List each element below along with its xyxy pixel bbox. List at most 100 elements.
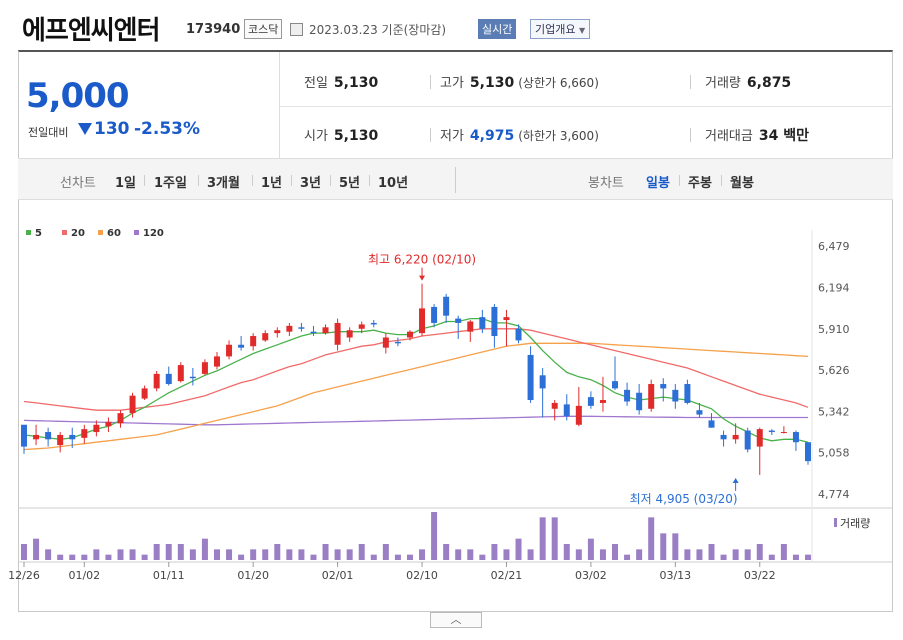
candle-body — [708, 420, 715, 428]
candle-body — [322, 327, 329, 334]
ma20-line — [23, 328, 809, 411]
volume-bar — [201, 538, 208, 560]
x-tick-label: 01/11 — [153, 569, 185, 582]
x-tick-label: 02/10 — [406, 569, 438, 582]
legend-swatch — [26, 230, 31, 235]
candle-body — [527, 354, 534, 401]
period-tab-1d[interactable]: 1일 — [115, 176, 137, 191]
candle-body — [358, 324, 365, 329]
volume-bar — [69, 554, 76, 560]
volume-bar — [141, 554, 148, 560]
chart-panel — [18, 50, 893, 612]
candle-tab-monthly[interactable]: 월봉 — [730, 176, 754, 191]
candle-body — [250, 336, 257, 347]
ma120-line — [23, 415, 808, 426]
divider — [430, 75, 431, 89]
legend-label: 120 — [143, 228, 164, 239]
volume-bar — [334, 549, 341, 560]
volume-bar — [117, 549, 124, 560]
candle-body — [805, 442, 811, 462]
period-tab-5y[interactable]: 5년 — [339, 176, 361, 191]
corp-info-dropdown[interactable]: 기업개요 ▼ — [530, 19, 591, 39]
amount-value: 34 백만 — [758, 128, 809, 144]
candle-body — [93, 424, 100, 433]
volume-bar — [780, 544, 787, 560]
candle-body — [780, 432, 787, 434]
candle-body — [81, 429, 88, 438]
low-label: 저가 — [440, 129, 464, 144]
volume-bar — [358, 544, 365, 560]
volume-bar — [575, 549, 582, 560]
candle-tab-weekly[interactable]: 주봉 — [688, 176, 712, 191]
volume-bar — [298, 549, 305, 560]
period-tab-1w[interactable]: 1주일 — [154, 176, 187, 191]
volume-bar — [515, 538, 522, 560]
candle-body — [45, 432, 52, 440]
volume-bar — [177, 544, 184, 560]
volume-bar — [394, 554, 401, 560]
open-label: 시가 — [304, 129, 328, 144]
candle-body — [382, 337, 389, 348]
y-tick-label: 6,479 — [818, 240, 850, 253]
volume-bar — [563, 544, 570, 560]
period-tab-1y[interactable]: 1년 — [261, 176, 283, 191]
diff-label: 전일대비 — [28, 126, 69, 139]
candle-body — [69, 434, 76, 440]
realtime-button[interactable]: 실시간 — [478, 19, 517, 39]
volume-bar — [467, 549, 474, 560]
volume-bar — [708, 544, 715, 560]
volume-bar — [805, 554, 811, 560]
candle-body — [105, 421, 112, 427]
candle-body — [455, 318, 462, 323]
volume-bar — [527, 549, 534, 560]
volume-bar — [744, 549, 751, 560]
period-tab-3m[interactable]: 3개월 — [207, 176, 240, 191]
tab-separator — [291, 175, 292, 186]
candle-body — [298, 327, 305, 329]
tab-separator — [252, 175, 253, 186]
collapse-toggle-button[interactable]: ︿ — [430, 612, 482, 628]
period-tab-10y[interactable]: 10년 — [378, 176, 409, 191]
candle-body — [57, 434, 64, 446]
candle-body — [624, 389, 631, 402]
title-row: 에프엔씨엔터 173940 코스닥 2023.03.23 기준(장마감) 실시간… — [0, 0, 903, 52]
tab-separator — [330, 175, 331, 186]
candle-tab-daily[interactable]: 일봉 — [646, 176, 670, 191]
candle-body — [551, 402, 558, 409]
candle-body — [696, 410, 703, 415]
volume-bar — [624, 554, 631, 560]
volume-bar — [491, 544, 498, 560]
divider — [690, 128, 691, 142]
line-chart-label[interactable]: 선차트 — [60, 176, 96, 191]
calendar-icon — [290, 23, 303, 36]
volume-bar — [479, 554, 486, 560]
volume-bar — [346, 549, 353, 560]
company-name: 에프엔씨엔터 — [22, 16, 161, 46]
volume-legend-label: 거래량 — [840, 517, 870, 530]
candle-body — [153, 373, 160, 389]
corp-info-label: 기업개요 — [535, 23, 576, 36]
volume-bar — [660, 533, 667, 560]
market-badge: 코스닥 — [244, 19, 283, 39]
candle-body — [165, 373, 172, 385]
candle-body — [262, 333, 269, 341]
volume-bar — [756, 544, 763, 560]
candle-body — [443, 296, 450, 316]
period-tab-3y[interactable]: 3년 — [300, 176, 322, 191]
down-triangle-icon — [78, 123, 92, 135]
candle-body — [636, 392, 643, 411]
candle-body — [768, 430, 775, 433]
volume-bar — [322, 544, 329, 560]
candle-chart-label[interactable]: 봉차트 — [588, 176, 624, 191]
chevron-up-icon: ︿ — [450, 613, 462, 626]
basis-text: 기준(장마감) — [381, 23, 447, 37]
legend-swatch — [98, 230, 103, 235]
min-arrow-head — [732, 477, 739, 483]
candle-body — [732, 434, 739, 440]
volume-bar — [286, 549, 293, 560]
ma60-line — [23, 342, 809, 451]
volume-bar — [370, 554, 377, 560]
volume-bar — [684, 549, 691, 560]
candle-body — [431, 306, 438, 323]
